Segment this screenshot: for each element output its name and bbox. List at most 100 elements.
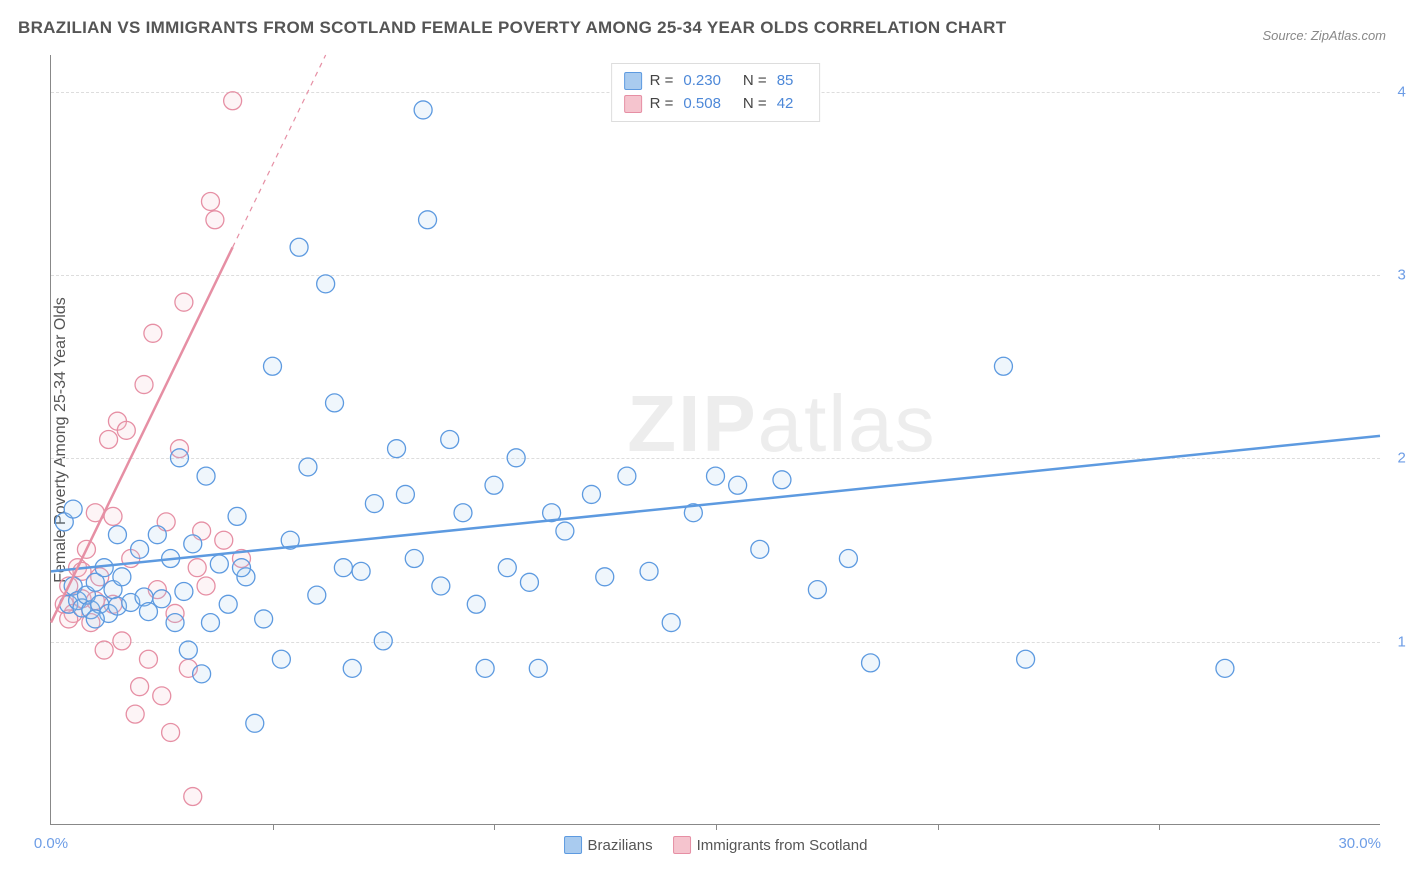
- scatter-point: [126, 705, 144, 723]
- scatter-point: [317, 275, 335, 293]
- swatch-series-1: [624, 72, 642, 90]
- scatter-point: [326, 394, 344, 412]
- scatter-point: [206, 211, 224, 229]
- chart-svg: [51, 55, 1380, 824]
- scatter-point: [396, 485, 414, 503]
- scatter-point: [197, 467, 215, 485]
- scatter-point: [582, 485, 600, 503]
- scatter-point: [201, 614, 219, 632]
- legend-stats-row-2: R = 0.508 N = 42: [624, 93, 808, 116]
- x-tick-label: 0.0%: [34, 835, 68, 852]
- scatter-point: [100, 431, 118, 449]
- x-tick: [1159, 824, 1160, 830]
- scatter-point: [432, 577, 450, 595]
- legend-item-2: Immigrants from Scotland: [673, 836, 868, 854]
- scatter-point: [773, 471, 791, 489]
- scatter-point: [170, 449, 188, 467]
- n-value-1: 85: [777, 70, 794, 93]
- scatter-point: [108, 526, 126, 544]
- scatter-point: [148, 526, 166, 544]
- scatter-point: [1017, 650, 1035, 668]
- scatter-point: [596, 568, 614, 586]
- scatter-point: [405, 550, 423, 568]
- source-label: Source: ZipAtlas.com: [1262, 28, 1386, 43]
- scatter-point: [334, 559, 352, 577]
- scatter-point: [308, 586, 326, 604]
- y-tick-label: 10.0%: [1385, 633, 1406, 650]
- plot-area: Female Poverty Among 25-34 Year Olds ZIP…: [50, 55, 1380, 825]
- legend-item-1: Brazilians: [564, 836, 653, 854]
- scatter-point: [215, 531, 233, 549]
- scatter-point: [1216, 659, 1234, 677]
- y-tick-label: 40.0%: [1385, 83, 1406, 100]
- scatter-point: [144, 324, 162, 342]
- scatter-point: [175, 293, 193, 311]
- legend-label-2: Immigrants from Scotland: [697, 837, 868, 854]
- scatter-point: [352, 562, 370, 580]
- scatter-point: [184, 535, 202, 553]
- scatter-point: [162, 723, 180, 741]
- x-tick-label: 30.0%: [1338, 835, 1381, 852]
- scatter-point: [556, 522, 574, 540]
- scatter-point: [862, 654, 880, 672]
- scatter-point: [255, 610, 273, 628]
- swatch-series-2: [624, 95, 642, 113]
- scatter-point: [729, 476, 747, 494]
- scatter-point: [113, 568, 131, 586]
- scatter-point: [153, 590, 171, 608]
- scatter-point: [131, 678, 149, 696]
- swatch-bottom-1: [564, 836, 582, 854]
- scatter-point: [454, 504, 472, 522]
- legend-series-box: Brazilians Immigrants from Scotland: [564, 836, 868, 854]
- scatter-point: [808, 581, 826, 599]
- scatter-point: [498, 559, 516, 577]
- r-label-1: R =: [650, 70, 674, 93]
- scatter-point: [662, 614, 680, 632]
- scatter-point: [184, 788, 202, 806]
- r-value-2: 0.508: [683, 93, 721, 116]
- scatter-point: [374, 632, 392, 650]
- scatter-point: [707, 467, 725, 485]
- scatter-point: [520, 573, 538, 591]
- legend-stats-box: R = 0.230 N = 85 R = 0.508 N = 42: [611, 63, 821, 122]
- scatter-point: [201, 192, 219, 210]
- x-tick: [716, 824, 717, 830]
- scatter-point: [246, 714, 264, 732]
- scatter-point: [153, 687, 171, 705]
- r-label-2: R =: [650, 93, 674, 116]
- scatter-point: [994, 357, 1012, 375]
- scatter-point: [272, 650, 290, 668]
- scatter-point: [618, 467, 636, 485]
- scatter-point: [441, 431, 459, 449]
- scatter-point: [388, 440, 406, 458]
- x-tick: [938, 824, 939, 830]
- trend-line-extension: [233, 55, 326, 247]
- scatter-point: [228, 507, 246, 525]
- x-tick: [494, 824, 495, 830]
- scatter-point: [135, 376, 153, 394]
- x-tick: [273, 824, 274, 830]
- scatter-point: [224, 92, 242, 110]
- scatter-point: [210, 555, 228, 573]
- scatter-point: [529, 659, 547, 677]
- scatter-point: [139, 650, 157, 668]
- scatter-point: [414, 101, 432, 119]
- scatter-point: [485, 476, 503, 494]
- scatter-point: [95, 641, 113, 659]
- scatter-point: [640, 562, 658, 580]
- scatter-point: [467, 595, 485, 613]
- legend-label-1: Brazilians: [588, 837, 653, 854]
- scatter-point: [188, 559, 206, 577]
- scatter-point: [197, 577, 215, 595]
- trend-line: [51, 436, 1380, 571]
- n-value-2: 42: [777, 93, 794, 116]
- scatter-point: [839, 550, 857, 568]
- r-value-1: 0.230: [683, 70, 721, 93]
- scatter-point: [290, 238, 308, 256]
- n-label-1: N =: [743, 70, 767, 93]
- chart-title: BRAZILIAN VS IMMIGRANTS FROM SCOTLAND FE…: [18, 18, 1006, 38]
- scatter-point: [299, 458, 317, 476]
- scatter-point: [179, 641, 197, 659]
- scatter-point: [419, 211, 437, 229]
- scatter-point: [219, 595, 237, 613]
